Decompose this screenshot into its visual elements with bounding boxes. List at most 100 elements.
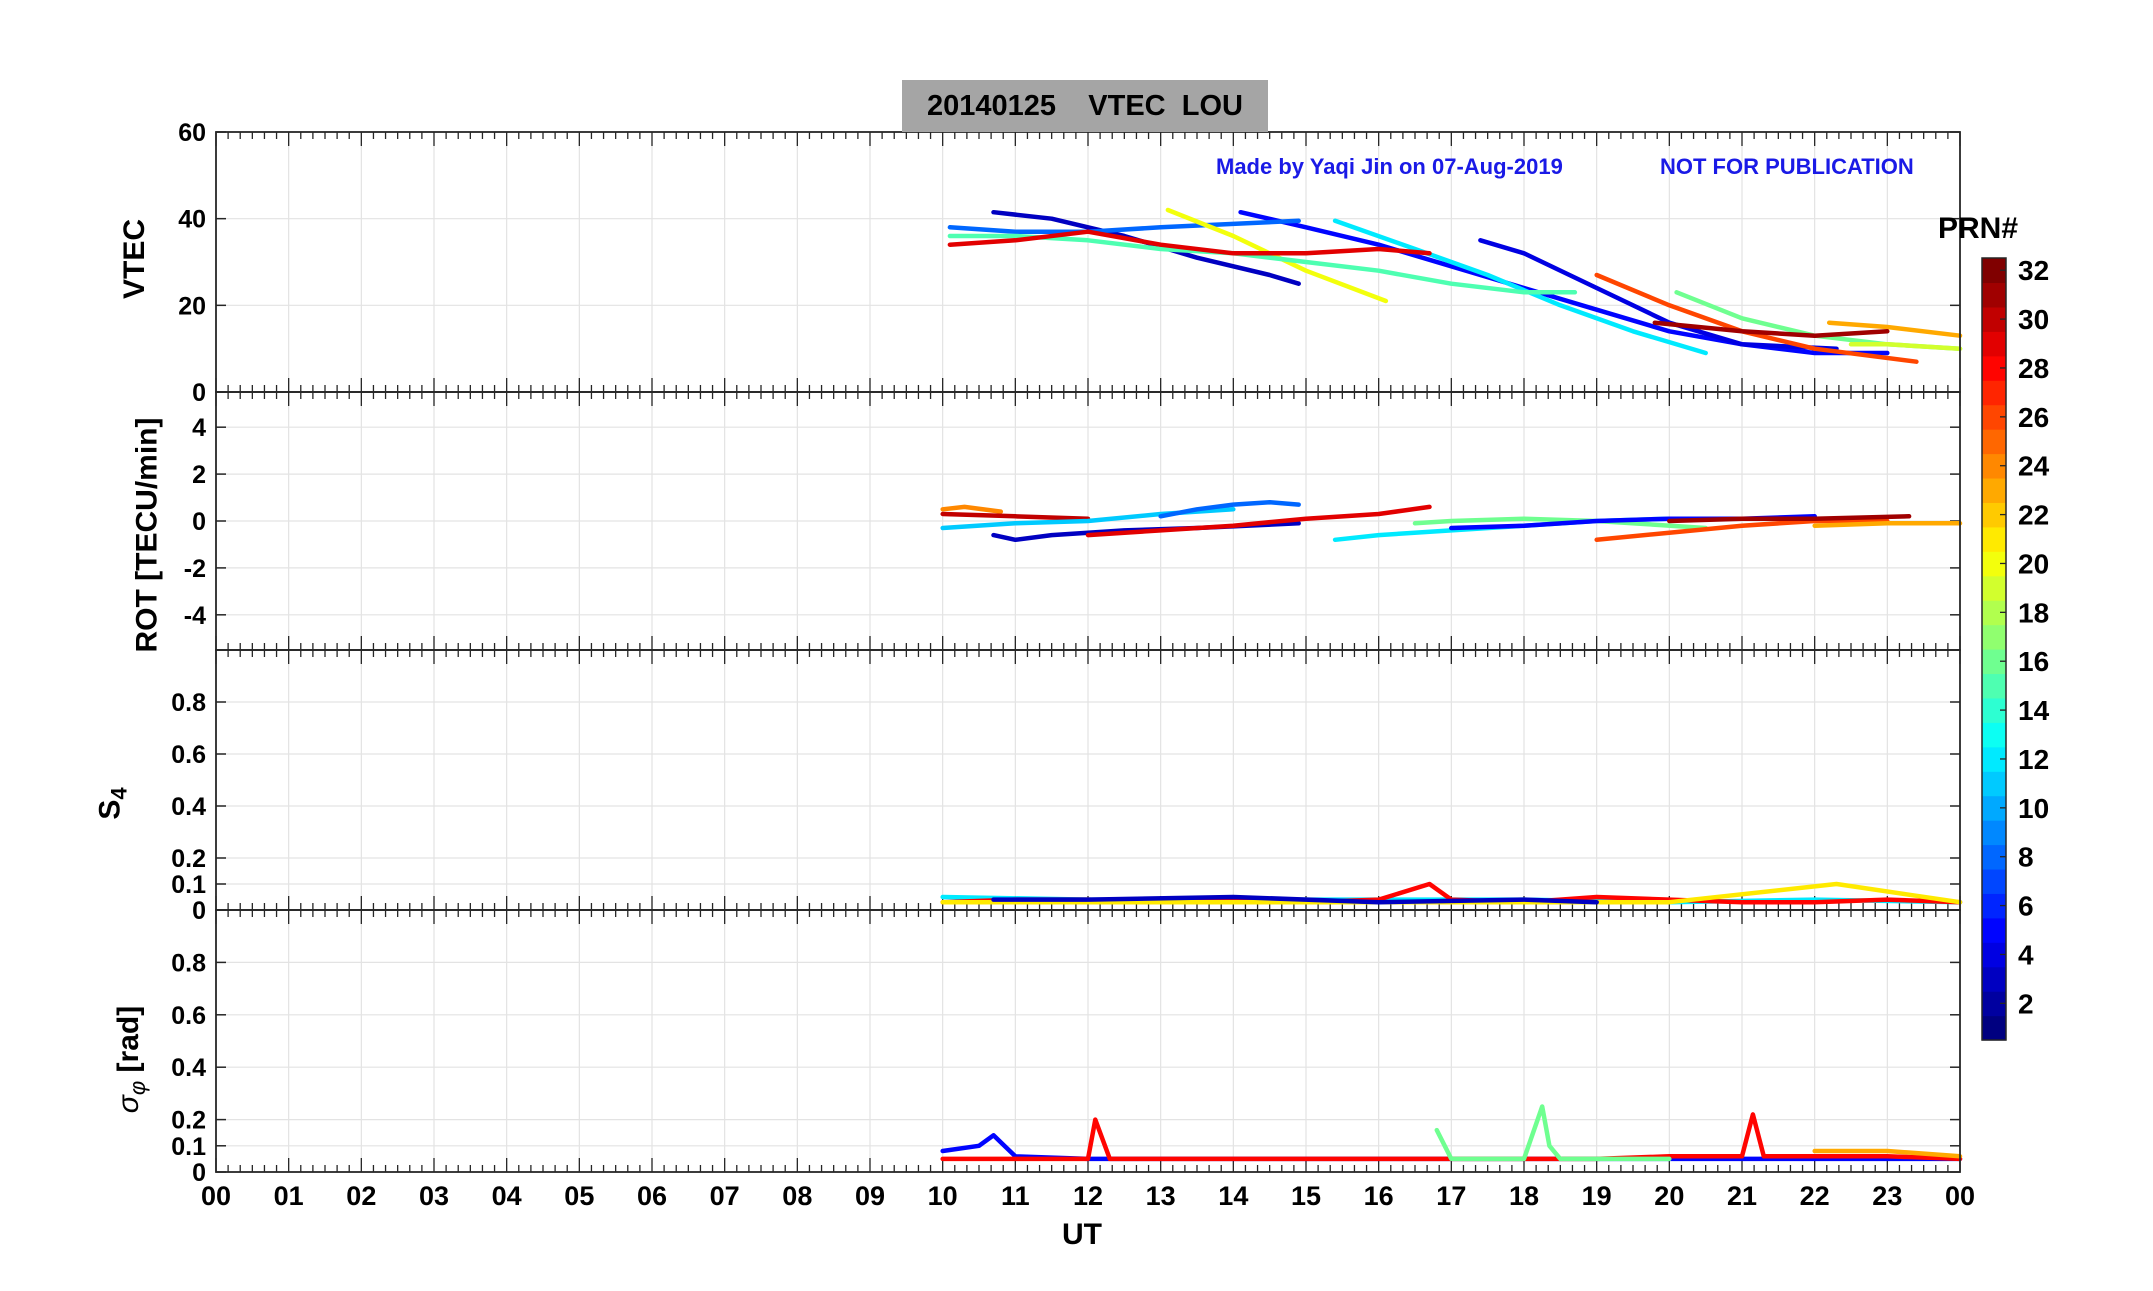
y-tick-label: -2 xyxy=(184,555,206,583)
colorbar-frame xyxy=(1981,257,2007,1041)
series-line-prn-31 xyxy=(1667,514,1912,524)
colorbar-segment xyxy=(1982,380,2006,406)
x-tick-label: 14 xyxy=(1218,1181,1248,1211)
x-tick-label: 22 xyxy=(1800,1181,1830,1211)
colorbar-tick-label: 22 xyxy=(2018,500,2049,531)
y-tick-label: 40 xyxy=(178,206,206,234)
colorbar-tick-label: 20 xyxy=(2018,548,2049,579)
colorbar-tick-label: 4 xyxy=(2018,939,2034,970)
y-tick-label: 60 xyxy=(178,119,206,147)
series-line-prn-29 xyxy=(1085,504,1432,538)
y-tick-label: 0.6 xyxy=(171,1002,206,1030)
series-line-prn-23 xyxy=(1812,1148,1963,1159)
colorbar-tick-label: 32 xyxy=(2018,255,2049,286)
x-tick-label: 03 xyxy=(419,1181,449,1211)
y-tick-label: 0.8 xyxy=(171,949,206,977)
sigma-symbol: σ xyxy=(112,1095,146,1114)
x-tick-label: 18 xyxy=(1509,1181,1539,1211)
x-tick-label: 02 xyxy=(346,1181,376,1211)
series-line-prn-26 xyxy=(1594,518,1890,543)
x-tick-label: 05 xyxy=(564,1181,594,1211)
x-tick-label: 12 xyxy=(1073,1181,1103,1211)
y-tick-label: -4 xyxy=(184,602,206,630)
x-tick-label: 20 xyxy=(1654,1181,1684,1211)
colorbar-tick-label: 6 xyxy=(2018,891,2034,922)
x-tick-label: 00 xyxy=(1945,1181,1975,1211)
colorbar-tick-label: 14 xyxy=(2018,695,2050,726)
series-line-prn-23 xyxy=(1826,320,1963,338)
series-line-prn-26 xyxy=(1594,272,1919,364)
colorbar-segment xyxy=(1982,917,2006,943)
colorbar-label: PRN# xyxy=(1938,212,2019,245)
phi-subscript: φ xyxy=(125,1080,151,1096)
x-tick-label: 13 xyxy=(1146,1181,1176,1211)
series-line-prn-12 xyxy=(1332,218,1708,356)
x-tick-label: 07 xyxy=(710,1181,740,1211)
y-tick-label: 0.4 xyxy=(171,793,206,821)
colorbar-tick-label: 8 xyxy=(2018,842,2034,873)
colorbar-segment xyxy=(1982,771,2006,797)
y-tick-label: 0 xyxy=(192,1159,206,1187)
x-tick-label: 08 xyxy=(782,1181,812,1211)
colorbar-segment xyxy=(1982,868,2006,894)
x-tick-label: 00 xyxy=(201,1181,231,1211)
axes-box xyxy=(215,909,1961,1173)
colorbar-segment xyxy=(1982,722,2006,748)
y-tick-label: 0.8 xyxy=(171,689,206,717)
credit-annotation: Made by Yaqi Jin on 07-Aug-2019 xyxy=(1216,154,1563,179)
series-line-prn-8 xyxy=(1158,499,1301,519)
colorbar-segment xyxy=(1982,673,2006,699)
x-tick-label: 17 xyxy=(1436,1181,1466,1211)
y-tick-label: 4 xyxy=(192,414,206,442)
y-tick-label: 0.1 xyxy=(171,1133,206,1161)
series-line-prn-8 xyxy=(947,218,1301,234)
x-tick-label: 01 xyxy=(274,1181,304,1211)
y-tick-label: 2 xyxy=(192,461,206,489)
colorbar-segment xyxy=(1982,624,2006,650)
x-tick-label: 04 xyxy=(492,1181,522,1211)
y-tick-label: 0.2 xyxy=(171,1107,206,1135)
series-line-prn-24 xyxy=(940,504,1004,514)
x-tick-label: 10 xyxy=(928,1181,958,1211)
x-axis-label: UT xyxy=(1062,1218,1102,1251)
s4-y-axis-label: S4 xyxy=(93,787,132,820)
y-tick-label: 0.2 xyxy=(171,845,206,873)
colorbar-segment xyxy=(1982,575,2006,601)
series-line-prn-3 xyxy=(991,894,1599,905)
colorbar-tick-label: 26 xyxy=(2018,402,2049,433)
colorbar-tick-label: 12 xyxy=(2018,744,2049,775)
colorbar-tick-label: 28 xyxy=(2018,353,2049,384)
colorbar-tick-label: 30 xyxy=(2018,304,2049,335)
y-tick-label: 0 xyxy=(192,508,206,536)
colorbar-segment xyxy=(1982,820,2006,846)
colorbar-segment xyxy=(1982,477,2006,503)
series-line-prn-5 xyxy=(1238,209,1890,356)
chart-title: 20140125 VTEC LOU xyxy=(902,80,1268,132)
series-line-prn-31 xyxy=(1652,320,1890,338)
vtec-y-axis-label: VTEC xyxy=(118,218,152,300)
colorbar-tick-label: 24 xyxy=(2018,451,2050,482)
y-tick-label: 0.6 xyxy=(171,741,206,769)
colorbar-segment xyxy=(1982,429,2006,455)
x-tick-label: 09 xyxy=(855,1181,885,1211)
series-line-prn-15 xyxy=(947,233,1578,295)
colorbar-segment xyxy=(1982,966,2006,992)
rot-y-axis-label: ROT [TECU/min] xyxy=(130,417,164,653)
colorbar-tick-label: 16 xyxy=(2018,646,2049,677)
y-tick-label: 0.4 xyxy=(171,1054,206,1082)
y-tick-label: 20 xyxy=(178,292,206,320)
x-tick-label: 16 xyxy=(1364,1181,1394,1211)
colorbar-segment xyxy=(1982,1015,2006,1041)
series-line-prn-16 xyxy=(1412,516,1708,531)
x-tick-label: 15 xyxy=(1291,1181,1321,1211)
series-line-prn-30 xyxy=(940,511,1091,521)
sigma-unit: [rad] xyxy=(112,1005,146,1081)
y-tick-label: 0.1 xyxy=(171,871,206,899)
x-tick-label: 21 xyxy=(1727,1181,1757,1211)
x-tick-label: 19 xyxy=(1582,1181,1612,1211)
series-line-prn-29 xyxy=(947,229,1432,256)
colorbar-segment xyxy=(1982,331,2006,357)
series-line-prn-23 xyxy=(1812,521,1963,528)
